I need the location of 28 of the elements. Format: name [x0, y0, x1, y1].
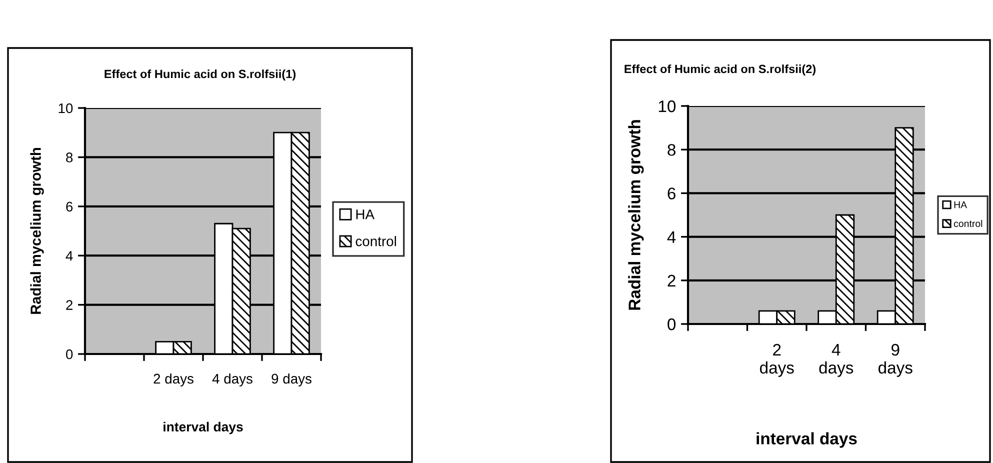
x-tick-label: 9 days [272, 373, 312, 386]
y-tick-label: 10 [58, 103, 73, 114]
x-axis-title: interval days [756, 432, 857, 448]
legend-label: control [356, 236, 396, 246]
y-tick-label: 6 [66, 202, 73, 212]
x-tick-label: 2 days [154, 373, 194, 386]
y-tick-label: 0 [66, 349, 73, 360]
chart-title: Effect of Humic acid on S.rolfsii(2) [624, 64, 816, 76]
x-axis-title: interval days [164, 422, 243, 434]
y-tick-label: 2 [668, 274, 676, 286]
y-axis-title: Radial mycelium growth [628, 120, 644, 310]
y-axis-title: Radial mycelium growth [30, 148, 44, 314]
y-tick-label: 0 [668, 318, 676, 330]
y-tick-label: 8 [668, 144, 676, 156]
y-tick-label: 4 [66, 251, 73, 261]
x-tick-label: 4 days [819, 344, 854, 377]
y-tick-label: 4 [667, 231, 676, 243]
legend-label: control [954, 220, 982, 228]
x-tick-label: 4 days [212, 373, 252, 386]
chart-title: Effect of Humic acid on S.rolfsii(1) [104, 70, 296, 81]
x-tick-label: 2 days [760, 344, 794, 377]
legend-label: HA [954, 201, 968, 208]
y-tick-label: 2 [66, 300, 72, 310]
y-tick-label: 10 [658, 100, 676, 112]
y-tick-label: 6 [668, 188, 676, 200]
x-tick-label: 9 days [878, 344, 912, 377]
y-tick-label: 8 [66, 152, 73, 162]
legend-label: HA [356, 210, 374, 220]
